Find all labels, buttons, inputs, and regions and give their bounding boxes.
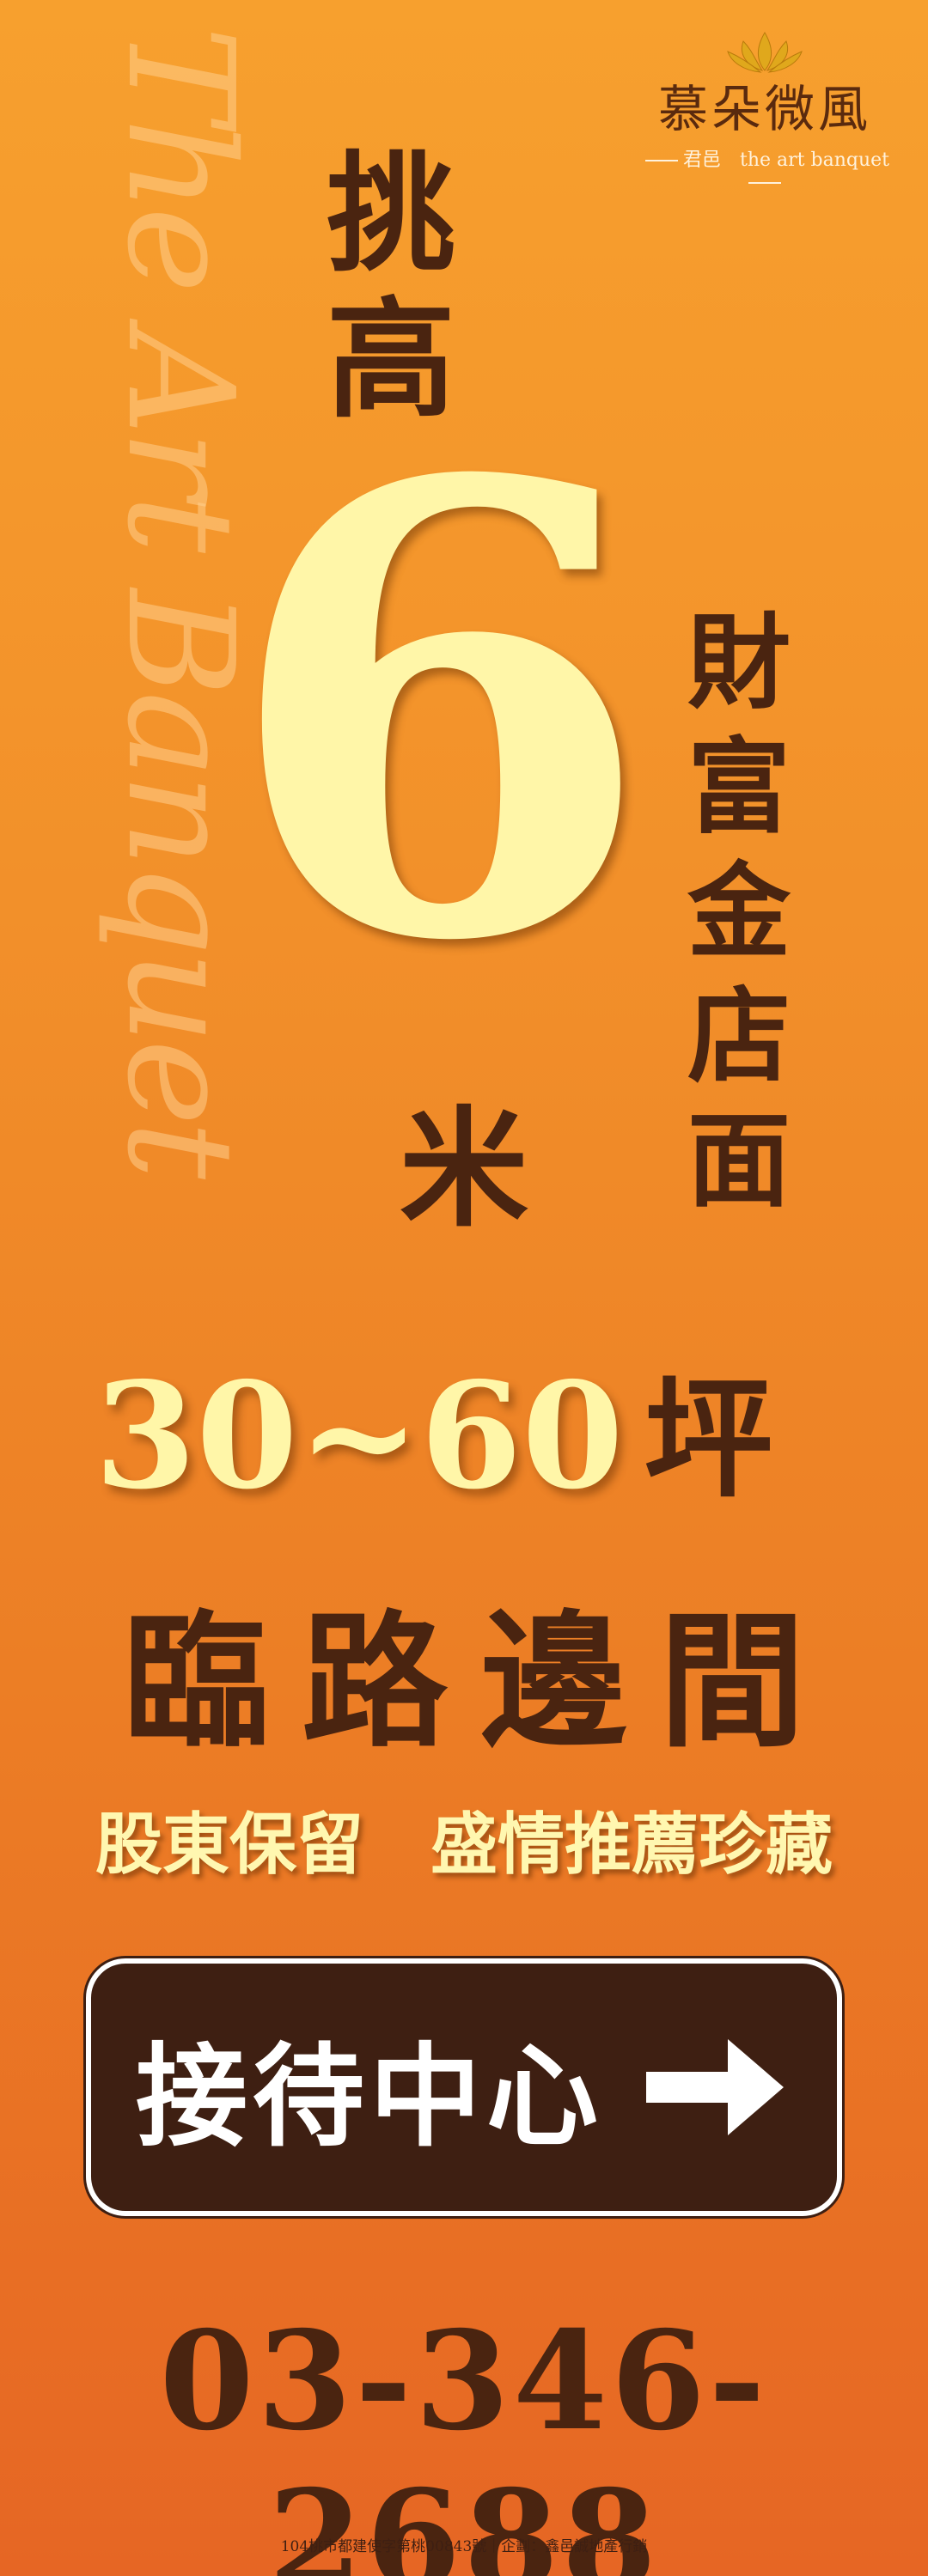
side-copy-char: 富 <box>687 728 791 848</box>
brand-logo: 慕朵微風 君邑 the art banquet <box>636 26 894 193</box>
brand-name: 慕朵微風 <box>657 80 871 138</box>
area-unit: 坪 <box>644 1366 773 1515</box>
side-copy-char: 財 <box>687 604 791 723</box>
headline: 挑 高 <box>327 142 455 434</box>
watermark: The Art Banquet <box>0 0 265 1288</box>
side-copy-char: 金 <box>687 853 791 972</box>
headline-char: 挑 <box>326 140 456 289</box>
height-number: 6 <box>223 350 654 1076</box>
side-copy: 財 富 金 店 面 <box>687 601 791 1224</box>
divider <box>748 181 781 184</box>
divider <box>645 159 678 161</box>
brand-subtitle: 君邑 the art banquet <box>636 144 894 193</box>
tagline: 股東保留 盛情推薦珍藏 <box>95 1806 833 1884</box>
reception-center-button[interactable]: 接待中心 <box>86 1958 842 2216</box>
roadside-title: 臨路邊間 <box>122 1598 838 1768</box>
height-unit: 米 <box>399 1095 529 1245</box>
license-footnote: 104桃市都建使字第桃00843號｜企劃：鑫邑誠地產行銷 <box>280 2538 648 2555</box>
headline-char: 高 <box>326 286 456 435</box>
side-copy-char: 面 <box>687 1102 791 1221</box>
watermark-text: The Art Banquet <box>95 26 265 1174</box>
phone-number[interactable]: 03-346-2688 <box>159 2302 769 2576</box>
arrow-right-icon <box>646 2039 784 2135</box>
brand-subtitle-text: 君邑 the art banquet <box>683 149 889 171</box>
area-line: 30~60 坪 <box>95 1336 773 1522</box>
reception-label: 接待中心 <box>135 2031 603 2162</box>
side-copy-char: 店 <box>687 977 791 1097</box>
area-range: 30~60 <box>95 1350 624 1522</box>
lotus-icon <box>727 32 803 73</box>
